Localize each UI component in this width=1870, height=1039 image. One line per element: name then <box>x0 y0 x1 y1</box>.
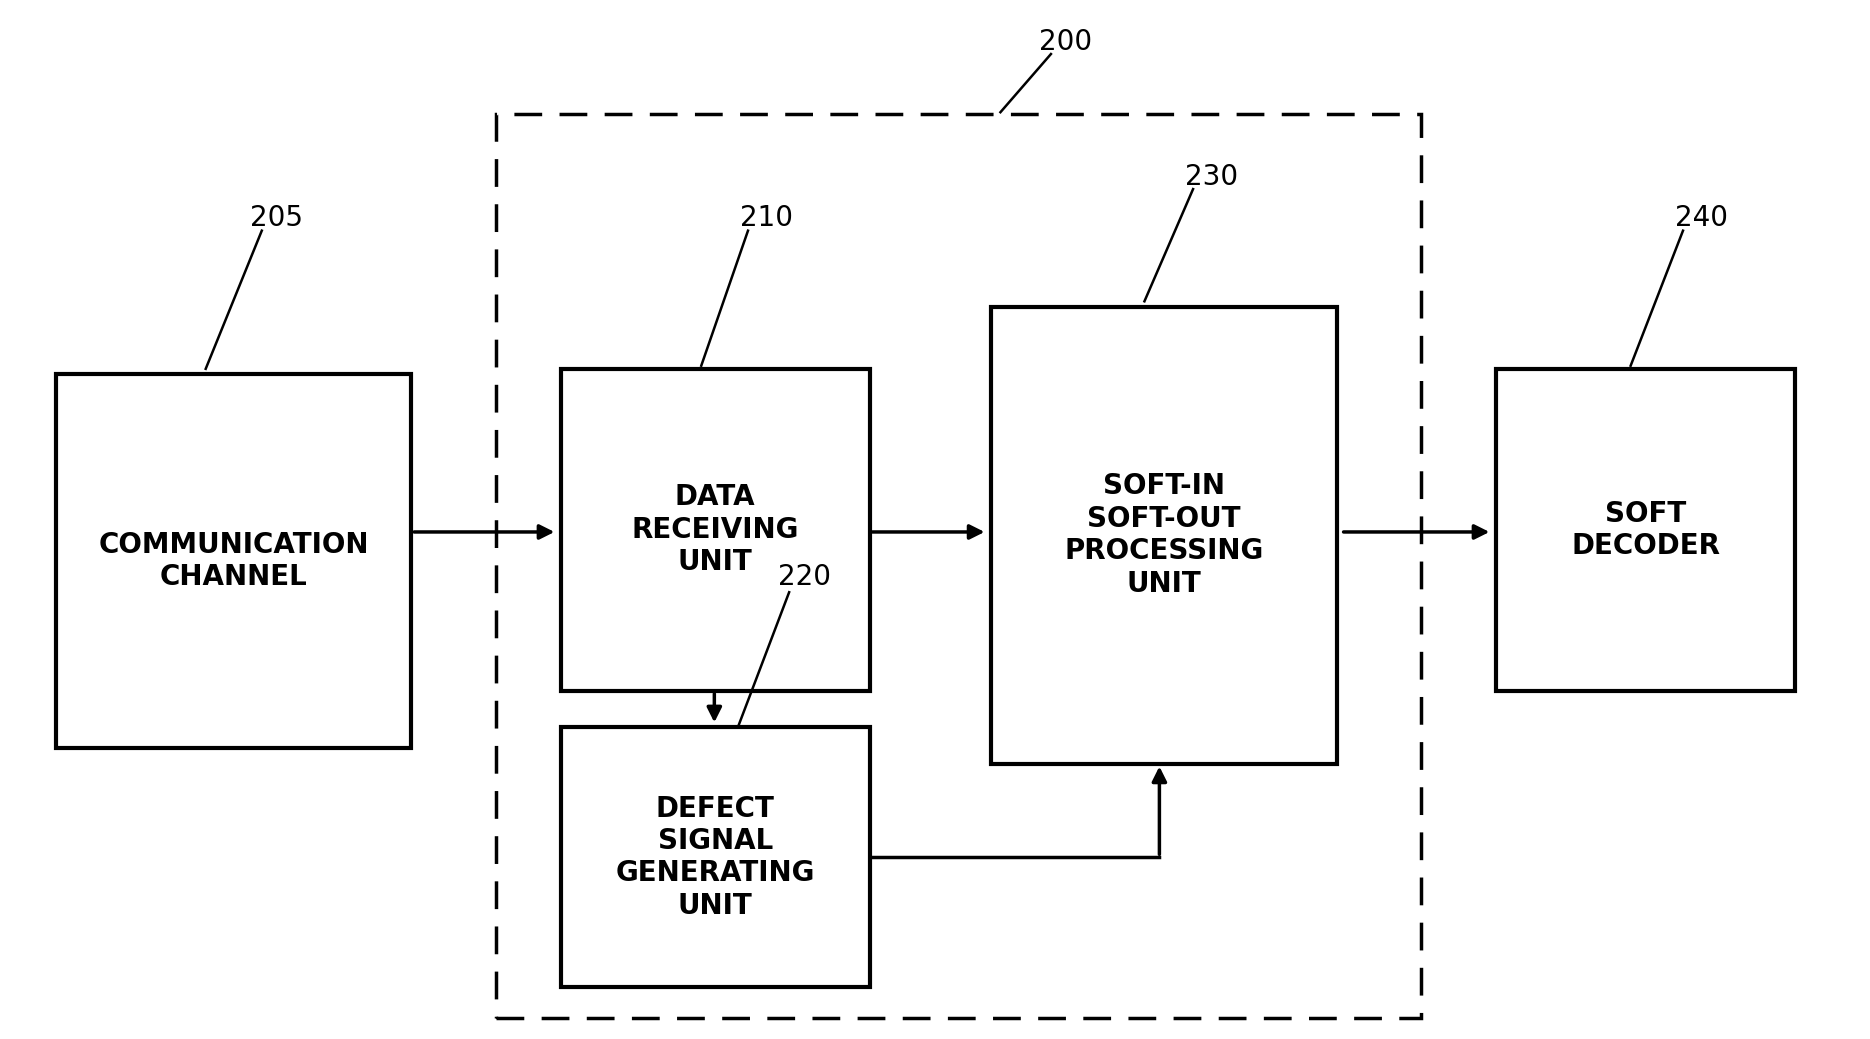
Bar <box>1496 369 1795 691</box>
Text: 240: 240 <box>1676 205 1728 232</box>
Text: 210: 210 <box>741 205 793 232</box>
Text: 200: 200 <box>1040 28 1092 55</box>
Text: DATA
RECEIVING
UNIT: DATA RECEIVING UNIT <box>632 483 798 577</box>
Text: DEFECT
SIGNAL
GENERATING
UNIT: DEFECT SIGNAL GENERATING UNIT <box>615 795 815 920</box>
Bar <box>561 369 870 691</box>
Bar <box>56 374 411 748</box>
Text: SOFT
DECODER: SOFT DECODER <box>1571 500 1720 560</box>
Bar <box>496 114 1421 1018</box>
Text: COMMUNICATION
CHANNEL: COMMUNICATION CHANNEL <box>99 531 368 591</box>
Text: 205: 205 <box>251 205 303 232</box>
Text: 230: 230 <box>1186 163 1238 190</box>
Text: 220: 220 <box>778 563 830 590</box>
Bar <box>991 307 1337 764</box>
Text: SOFT-IN
SOFT-OUT
PROCESSING
UNIT: SOFT-IN SOFT-OUT PROCESSING UNIT <box>1064 473 1264 597</box>
Bar <box>561 727 870 987</box>
